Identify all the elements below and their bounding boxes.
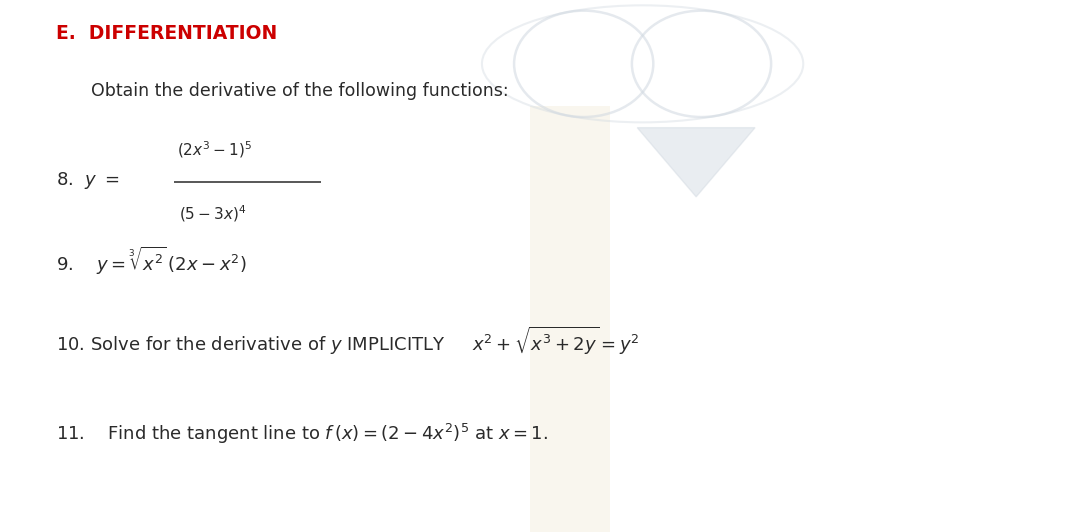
Text: $(5-3x)^4$: $(5-3x)^4$ <box>179 203 246 224</box>
Text: 9.    $y = \sqrt[3]{x^2}\,(2x - x^2)$: 9. $y = \sqrt[3]{x^2}\,(2x - x^2)$ <box>56 245 246 277</box>
Text: Obtain the derivative of the following functions:: Obtain the derivative of the following f… <box>91 82 509 101</box>
Text: 10. Solve for the derivative of $y$ IMPLICITLY     $x^2 + \sqrt{x^3 + 2y} = y^2$: 10. Solve for the derivative of $y$ IMPL… <box>56 325 639 356</box>
Text: 8.  $y\ =\ $: 8. $y\ =\ $ <box>56 170 120 192</box>
Text: 11.    Find the tangent line to $f\,(x) = (2 - 4x^2)^5$ at $x = 1$.: 11. Find the tangent line to $f\,(x) = (… <box>56 421 547 446</box>
Bar <box>530 106 610 532</box>
Text: $(2x^3-1)^5$: $(2x^3-1)^5$ <box>177 139 252 160</box>
Polygon shape <box>637 128 755 197</box>
Text: E.  DIFFERENTIATION: E. DIFFERENTIATION <box>56 24 277 43</box>
